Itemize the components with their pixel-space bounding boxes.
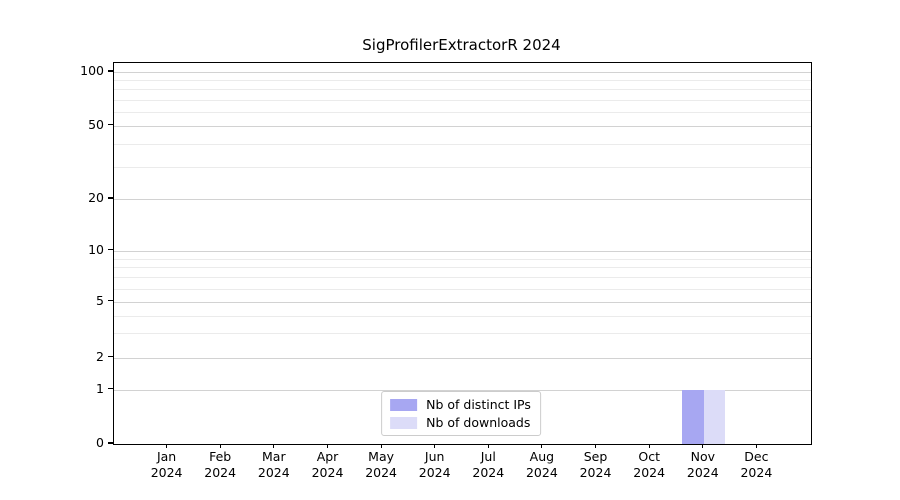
x-tick-month: Mar — [262, 449, 286, 464]
x-tick-month: Nov — [690, 449, 715, 464]
x-tick-mark — [702, 444, 704, 448]
gridline-minor — [114, 166, 811, 168]
x-tick-mark — [166, 444, 168, 448]
gridline-minor — [114, 99, 811, 101]
legend-swatch-icon — [390, 398, 418, 411]
y-tick-label: 5 — [96, 292, 104, 308]
x-tick-label: Mar 2024 — [242, 449, 306, 480]
gridline-major — [114, 199, 811, 200]
y-tick-label: 20 — [88, 190, 104, 205]
y-tick-mark — [108, 442, 113, 444]
x-tick-month: Sep — [583, 449, 608, 464]
x-tick-label: Oct 2024 — [617, 449, 681, 480]
x-tick-year: 2024 — [686, 464, 719, 480]
gridline-minor — [114, 111, 811, 113]
x-tick-year: 2024 — [579, 464, 612, 480]
gridline-minor — [114, 80, 811, 82]
x-tick-month: Aug — [529, 449, 555, 464]
y-tick-label: 50 — [88, 116, 104, 132]
x-tick-year: 2024 — [633, 464, 666, 480]
x-tick-mark — [219, 444, 221, 448]
x-tick-year: 2024 — [525, 464, 558, 480]
x-tick-label: Jul 2024 — [456, 449, 520, 480]
x-tick-label: Dec 2024 — [724, 449, 788, 480]
x-tick-label: Aug 2024 — [510, 449, 574, 480]
x-tick-mark — [380, 444, 382, 448]
x-tick-year: 2024 — [150, 464, 183, 480]
x-tick-label: Feb 2024 — [188, 449, 252, 480]
gridline-major — [114, 250, 811, 252]
x-tick-mark — [487, 444, 489, 448]
y-tick-mark — [108, 70, 113, 72]
x-tick-month: May — [368, 449, 395, 464]
gridline-minor — [114, 143, 811, 145]
x-tick-mark — [326, 444, 329, 448]
x-tick-label: May 2024 — [349, 449, 413, 480]
x-tick-month: Jan — [156, 449, 177, 464]
x-tick-month: Oct — [638, 449, 660, 464]
x-tick-year: 2024 — [472, 464, 505, 480]
x-tick-mark — [541, 444, 543, 448]
x-tick-label: Jan 2024 — [135, 449, 199, 480]
x-tick-label: Jun 2024 — [403, 449, 467, 480]
y-tick-mark — [108, 197, 113, 199]
gridline-minor — [114, 258, 811, 260]
y-tick-label: 2 — [96, 348, 104, 364]
legend-label: Nb of downloads — [426, 415, 531, 430]
y-tick-mark — [108, 300, 113, 302]
x-tick-year: 2024 — [740, 464, 773, 480]
x-tick-mark — [273, 444, 275, 448]
x-tick-month: Jun — [424, 449, 445, 464]
y-tick-label: 0 — [96, 435, 104, 450]
y-tick-mark — [108, 124, 113, 126]
plot-area — [113, 62, 812, 445]
x-tick-year: 2024 — [204, 464, 237, 480]
x-tick-mark — [648, 444, 650, 448]
gridline-minor — [114, 267, 811, 269]
x-tick-mark — [755, 444, 757, 448]
x-tick-month: Jul — [480, 449, 496, 464]
x-tick-year: 2024 — [257, 464, 290, 480]
y-tick-label: 100 — [80, 63, 104, 78]
x-tick-year: 2024 — [418, 464, 451, 480]
x-tick-month: Dec — [744, 449, 769, 464]
x-tick-month: Feb — [209, 449, 232, 464]
x-tick-year: 2024 — [311, 464, 344, 480]
x-tick-mark — [434, 444, 436, 448]
gridline-major — [114, 125, 811, 127]
x-tick-label: Apr 2024 — [296, 449, 360, 480]
x-tick-mark — [594, 444, 597, 448]
gridline-minor — [114, 89, 811, 91]
gridline-minor — [114, 333, 811, 335]
x-tick-label: Nov 2024 — [671, 449, 735, 480]
legend-swatch-icon — [390, 416, 418, 429]
legend-row: Nb of distinct IPs — [390, 397, 531, 412]
x-tick-month: Apr — [316, 449, 339, 464]
gridline-major — [114, 389, 811, 391]
y-tick-mark — [108, 388, 113, 390]
bar-nb-of-distinct-ips — [682, 389, 704, 444]
gridline-major — [114, 301, 811, 303]
x-tick-label: Sep 2024 — [564, 449, 628, 480]
x-tick-year: 2024 — [365, 464, 397, 480]
y-tick-label: 1 — [96, 380, 104, 396]
gridline-major — [114, 357, 811, 359]
gridline-major — [114, 72, 811, 73]
legend: Nb of distinct IPs Nb of downloads — [381, 391, 541, 436]
gridline-minor — [114, 277, 811, 279]
y-tick-mark — [108, 249, 113, 251]
gridline-minor — [114, 288, 811, 290]
gridline-minor — [114, 315, 811, 317]
y-tick-label: 10 — [88, 241, 104, 257]
legend-row: Nb of downloads — [390, 415, 531, 430]
y-tick-mark — [108, 356, 113, 358]
bar-nb-of-downloads — [703, 389, 726, 444]
chart-title: SigProfilerExtractorR 2024 — [362, 36, 561, 54]
legend-label: Nb of distinct IPs — [426, 397, 531, 412]
